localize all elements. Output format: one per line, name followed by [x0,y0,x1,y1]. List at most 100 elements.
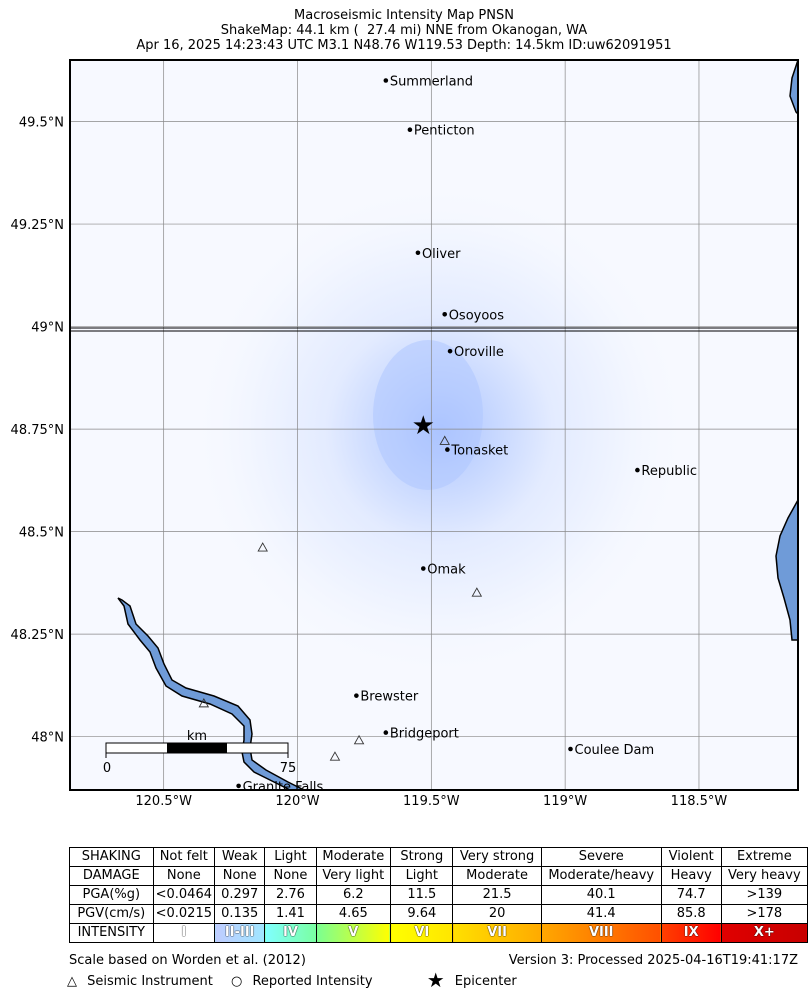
city-dot-icon [354,693,359,698]
legend-cell: Very heavy [720,866,808,886]
intensity-swatch: IX [660,923,722,943]
map-subtitle-event: Apr 16, 2025 14:23:43 UTC M3.1 N48.76 W1… [136,38,672,53]
legend-intensity-row: INTENSITY I II-III IV V VI VII VIII IX X+ [69,923,808,943]
legend-cell: 21.5 [452,885,542,905]
city-label[interactable]: Tonasket [450,444,508,459]
symbol-legend: △ Seismic Instrument ○ Reported Intensit… [67,968,523,992]
legend-cell: Heavy [660,866,722,886]
city-label[interactable]: Oroville [454,345,504,360]
lat-tick-label: 48.5°N [19,526,64,541]
lat-tick-label: 48°N [31,731,64,746]
city-label[interactable]: Penticton [414,124,475,139]
lat-tick-label: 49.5°N [19,116,64,131]
legend-cell: 9.64 [390,904,454,924]
seismic-station-icon[interactable] [439,435,450,445]
intensity-swatch: I [152,923,216,943]
epicenter-label: Epicenter [454,974,517,989]
legend-cell: Moderate/heavy [540,866,662,886]
legend-row: DAMAGE None None None Very light Light Moderat… [69,866,808,886]
city-dot-icon [420,566,426,571]
lat-tick-label: 48.75°N [11,423,64,438]
map-title: Macroseismic Intensity Map PNSN [294,8,514,23]
city-label[interactable]: Brewster [360,690,418,705]
seismic-stations [198,435,483,761]
legend-cell: Not felt [152,847,216,867]
city-dot-icon [383,730,389,735]
city-label[interactable]: Osoyoos [449,308,505,323]
columbia-river-west [117,597,305,790]
legend-cell: None [152,866,216,886]
legend-row-label: SHAKING [69,847,154,867]
grid-lines [70,60,798,790]
intensity-swatch: X+ [720,923,808,943]
legend-cell: Strong [390,847,454,867]
city-label[interactable]: Coulee Dam [575,743,655,758]
city-dot-icon [415,250,421,256]
legend-cell: 85.8 [660,904,722,924]
lat-tick-label: 49°N [31,321,64,336]
epicenter-icon: ★ [426,968,445,992]
epicenter-star-icon[interactable]: ★ [412,411,435,441]
legend-cell: 4.65 [315,904,392,924]
shakemap-map[interactable]: Summerland Penticton Oliver Osoyoos Oroville… [0,0,808,840]
legend-cell: Violent [660,847,722,867]
legend-cell: Very strong [452,847,542,867]
intensity-legend-table: SHAKING Not felt Weak Light Moderate Strong Ve… [69,847,808,943]
legend-cell: 1.41 [264,904,317,924]
version-note: Version 3: Processed 2025-04-16T19:41:17… [508,953,798,968]
seismic-station-icon[interactable] [198,697,210,708]
legend-row: SHAKING Not felt Weak Light Moderate Strong Ve… [69,847,808,867]
legend-cell: Severe [540,847,662,867]
legend-cell: 2.76 [264,885,317,905]
lat-tick-label: 48.25°N [11,628,64,643]
intensity-swatch: II-III [213,923,266,943]
intensity-swatch: VII [452,923,542,943]
city-dot-icon [407,127,413,133]
scale-bar-start: 0 [103,761,111,776]
legend-cell: Weak [213,847,266,867]
city-dot-icon [445,447,450,452]
legend-cell: 6.2 [315,885,392,905]
city-dot-icon [447,348,453,354]
legend-cell: Very light [315,866,392,886]
city-label[interactable]: Bridgeport [390,727,459,742]
city-label[interactable]: Oliver [422,247,461,262]
river-northeast [789,60,798,116]
intensity-swatch: V [315,923,392,943]
seismic-station-icon[interactable] [257,542,268,552]
columbia-river-east [775,498,798,641]
city-label[interactable]: Omak [427,563,466,578]
city-label[interactable]: Republic [641,464,697,479]
map-subtitle-location: ShakeMap: 44.1 km ( 27.4 mi) NNE from Ok… [220,23,588,38]
legend-cell: <0.0215 [152,904,216,924]
lon-tick-label: 118.5°W [671,794,728,809]
seismic-station-icon[interactable] [353,734,365,745]
city-label[interactable]: Granite Falls [243,780,324,795]
seismic-station-icon[interactable] [329,751,341,761]
city-dot-icon [635,467,640,473]
seismic-instrument-icon: △ [67,974,77,989]
legend-row-label: INTENSITY [69,923,154,943]
intensity-swatch: IV [264,923,317,943]
seismic-station-icon[interactable] [471,587,483,597]
scale-note: Scale based on Worden et al. (2012) [69,953,306,968]
axis-labels: 49.5°N 49.25°N 49°N 48.75°N 48.5°N 48.25°N 48°… [11,116,728,809]
legend-cell: >178 [720,904,808,924]
legend-cell: Moderate [315,847,392,867]
shaking-intensity-core [373,340,483,490]
city-dot-icon [236,783,241,789]
lon-tick-label: 119°W [543,794,587,809]
city-markers: Summerland Penticton Oliver Osoyoos Oroville… [236,75,697,795]
legend-row-label: PGA(%g) [69,885,154,905]
scale-bar-end: 75 [280,761,297,776]
map-frame [69,59,799,791]
legend-cell: Extreme [720,847,808,867]
legend-cell: Light [390,866,454,886]
city-label[interactable]: Summerland [390,75,473,90]
legend-cell: 41.4 [540,904,662,924]
city-dot-icon [568,746,573,752]
legend-cell: 40.1 [540,885,662,905]
legend-cell: 11.5 [390,885,454,905]
scale-bar: km 0 75 [103,729,296,776]
lon-tick-label: 120°W [275,794,319,809]
